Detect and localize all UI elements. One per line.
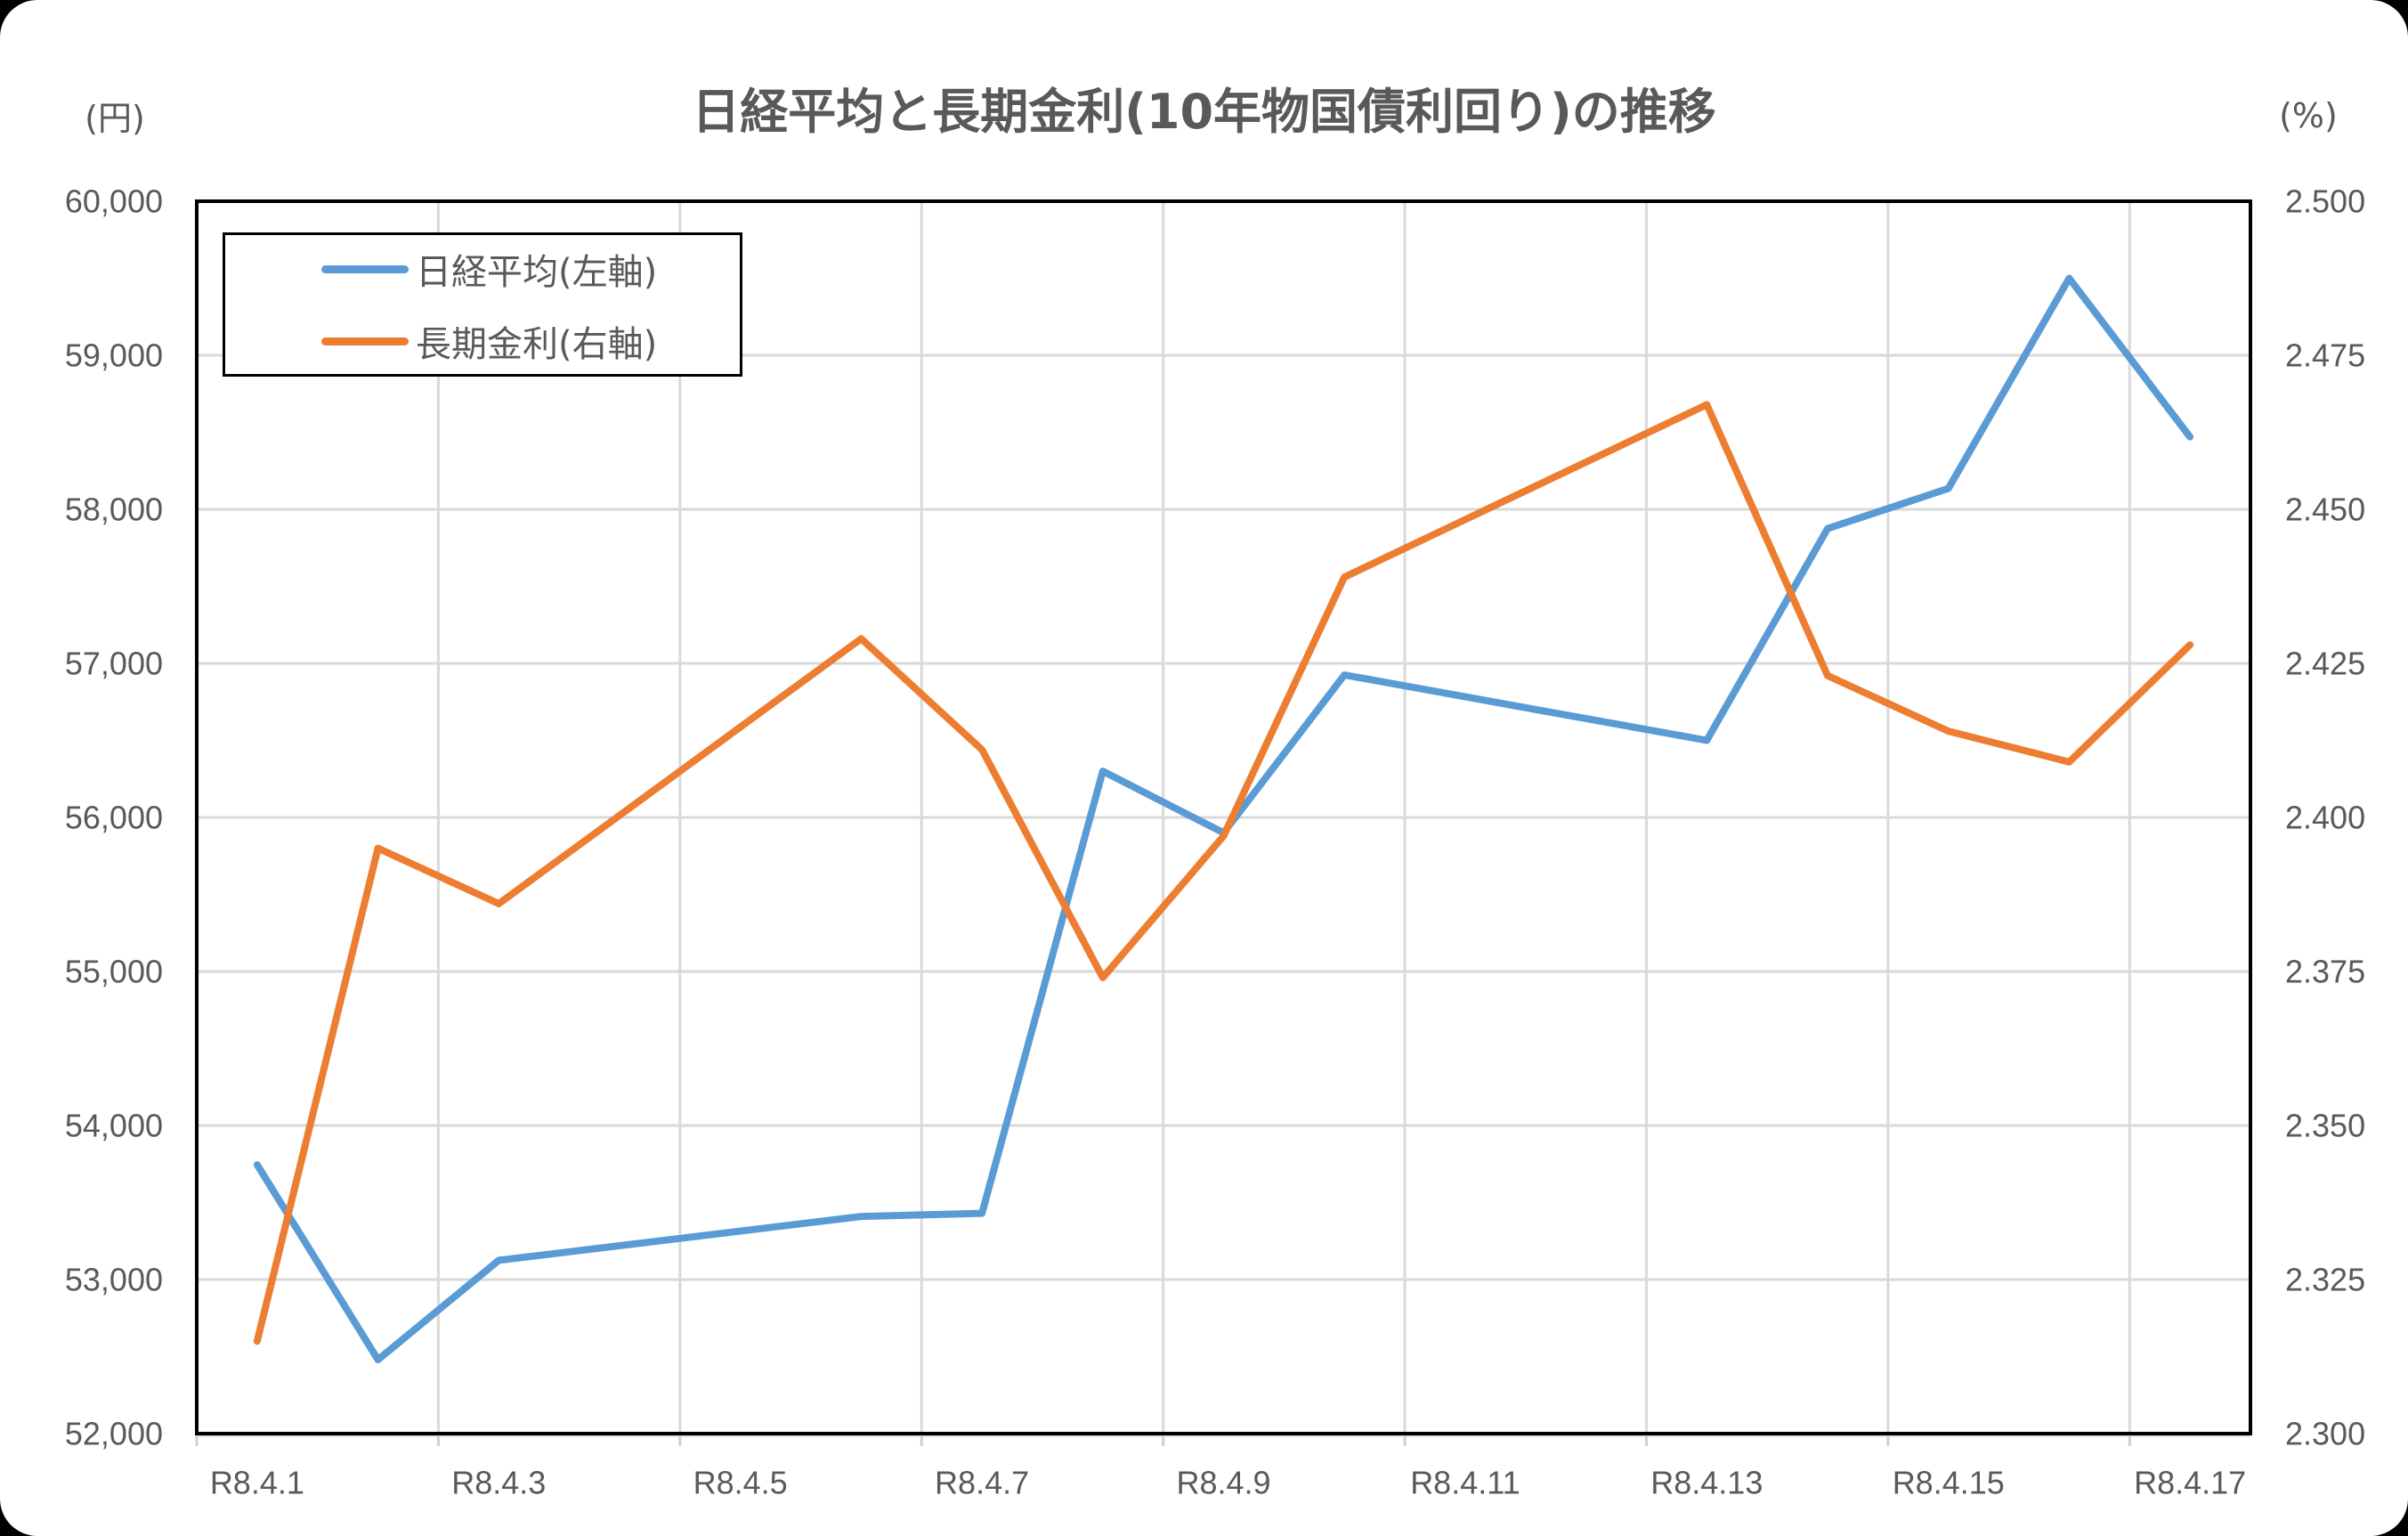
right-axis-tick-label: 2.350 [2285,1108,2365,1144]
x-axis-tick-label: R8.4.5 [693,1465,788,1501]
legend: 日経平均(左軸) 長期金利(右軸) [223,232,742,377]
left-axis-tick-label: 58,000 [65,492,163,528]
right-axis-labels: 2.500 2.475 2.450 2.425 2.400 2.375 2.350 2.325… [2285,183,2365,1452]
x-axis-tick-label: R8.4.9 [1176,1465,1270,1501]
legend-line-icon [321,337,409,345]
x-axis-tick-label: R8.4.17 [2134,1465,2246,1501]
left-axis-tick-label: 53,000 [65,1262,163,1298]
left-axis-tick-label: 57,000 [65,646,163,682]
right-axis-unit-label: (%) [2279,96,2338,135]
x-axis-labels: R8.4.1 R8.4.3 R8.4.5 R8.4.7 R8.4.9 R8.4.11 R8.… [210,1465,2246,1501]
right-axis-tick-label: 2.375 [2285,954,2365,990]
left-axis-tick-label: 56,000 [65,800,163,836]
x-axis-tick-label: R8.4.11 [1410,1465,1520,1501]
left-axis-tick-label: 59,000 [65,337,163,374]
x-axis-tick-label: R8.4.7 [935,1465,1029,1501]
long-term-rate-line [253,401,2194,1345]
right-axis-tick-label: 2.300 [2285,1416,2365,1452]
left-axis-tick-label: 52,000 [65,1416,163,1452]
legend-item-long-term-rate: 長期金利(右軸) [321,319,657,365]
right-axis-tick-label: 2.450 [2285,492,2365,528]
x-axis-tick-label: R8.4.13 [1650,1465,1763,1501]
left-axis-tick-label: 55,000 [65,954,163,990]
x-axis-tick-label: R8.4.3 [451,1465,546,1501]
legend-label: 日経平均(左軸) [416,252,658,293]
left-axis-tick-label: 54,000 [65,1108,163,1144]
right-axis-tick-label: 2.325 [2285,1262,2365,1298]
right-axis-tick-label: 2.475 [2285,337,2365,374]
x-axis-tick-label: R8.4.15 [1893,1465,2005,1501]
nikkei-average-line [253,274,2194,1363]
right-axis-tick-label: 2.425 [2285,646,2365,682]
chart-title: 日経平均と長期金利(10年物国債利回り)の推移 [692,84,1716,140]
left-axis-tick-label: 60,000 [65,183,163,220]
right-axis-tick-label: 2.400 [2285,800,2365,836]
left-axis-labels: 60,000 59,000 58,000 57,000 56,000 55,000 54,0… [65,183,163,1452]
right-axis-tick-label: 2.500 [2285,183,2365,220]
x-axis-tick-label: R8.4.1 [210,1465,304,1501]
left-axis-unit-label: (円) [85,99,145,138]
legend-item-nikkei: 日経平均(左軸) [321,247,657,293]
legend-label: 長期金利(右軸) [416,324,658,365]
gridlines [197,201,2250,1434]
legend-line-icon [321,264,409,273]
plot-area-border [195,199,2252,1435]
